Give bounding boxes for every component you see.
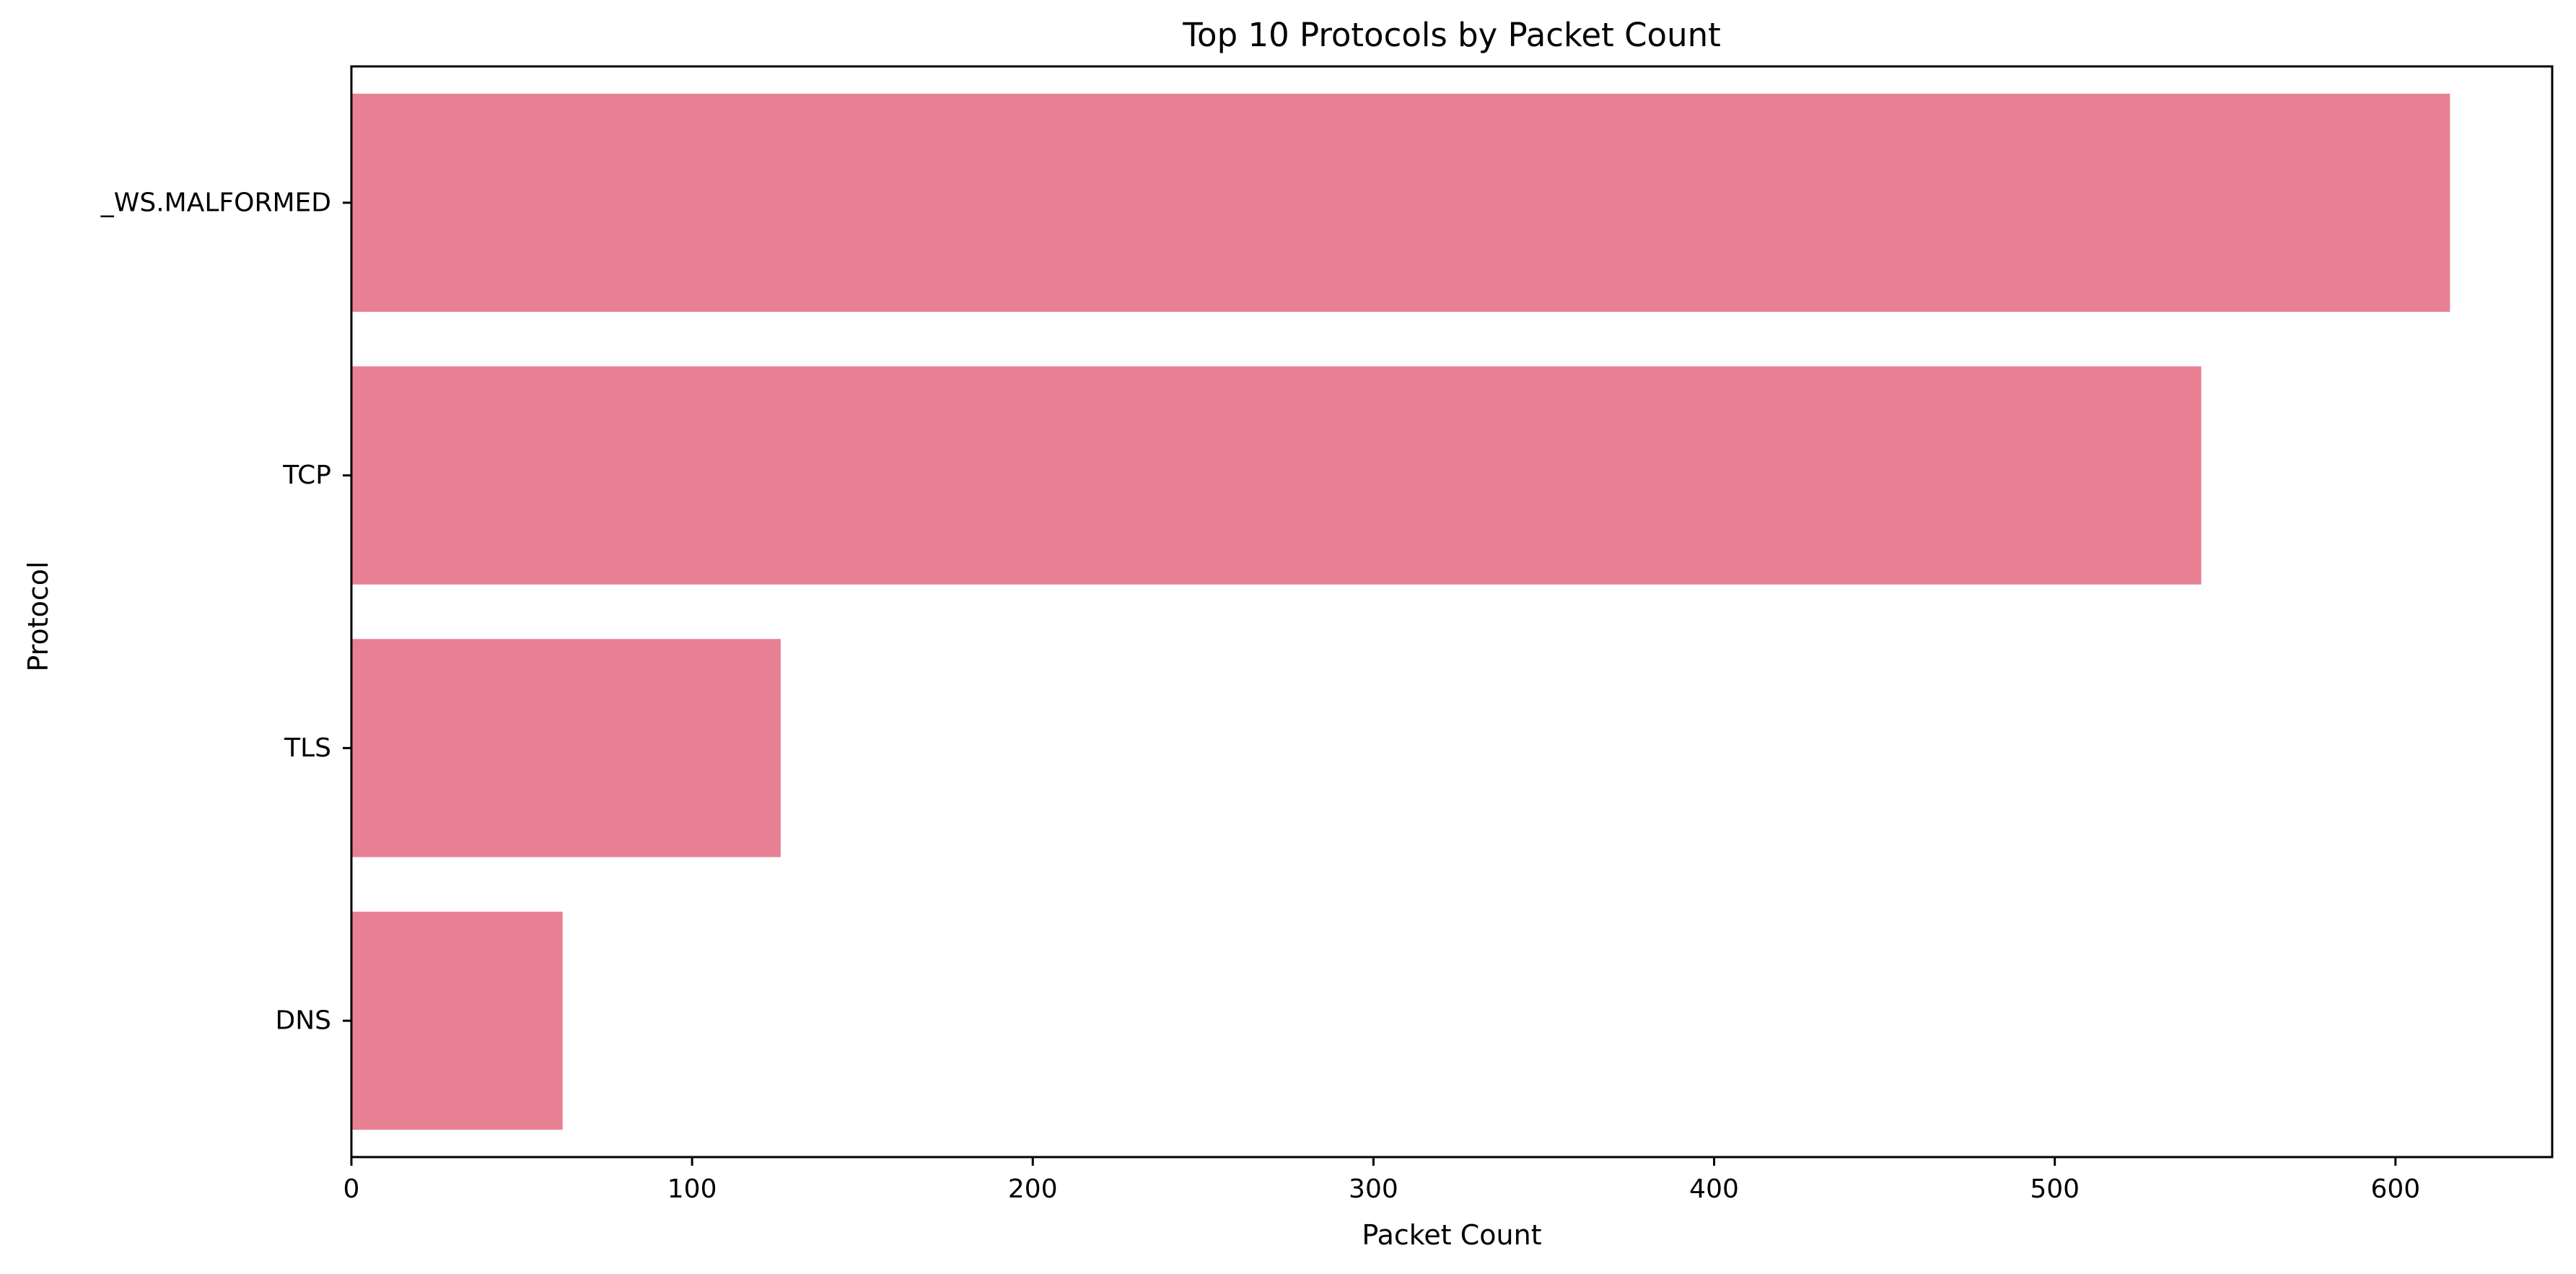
bar-tls	[351, 639, 781, 858]
y-tick-label: _WS.MALFORMED	[100, 188, 331, 217]
x-tick-label: 400	[1689, 1174, 1739, 1204]
x-axis-label: Packet Count	[1362, 1219, 1541, 1251]
bar-dns	[351, 912, 563, 1130]
chart-title: Top 10 Protocols by Packet Count	[1182, 16, 1721, 54]
x-tick-label: 500	[2030, 1174, 2080, 1204]
x-tick-label: 600	[2370, 1174, 2420, 1204]
y-axis-label: Protocol	[22, 561, 54, 671]
y-tick-label: TCP	[282, 461, 331, 490]
bar-ws-malformed	[351, 93, 2450, 312]
x-tick-label: 0	[343, 1174, 360, 1204]
y-tick-label: DNS	[275, 1006, 331, 1036]
x-tick-label: 200	[1008, 1174, 1058, 1204]
plot-frame	[350, 65, 2554, 1159]
y-axis-ticks: _WS.MALFORMED TCP TLS DNS	[100, 188, 351, 1036]
x-axis-ticks: 0 100 200 300 400 500 600	[343, 1157, 2420, 1204]
bar-tcp	[351, 366, 2202, 585]
y-tick-label: TLS	[284, 733, 331, 763]
bars-group	[351, 93, 2450, 1130]
x-tick-label: 300	[1349, 1174, 1398, 1204]
x-tick-label: 100	[667, 1174, 717, 1204]
